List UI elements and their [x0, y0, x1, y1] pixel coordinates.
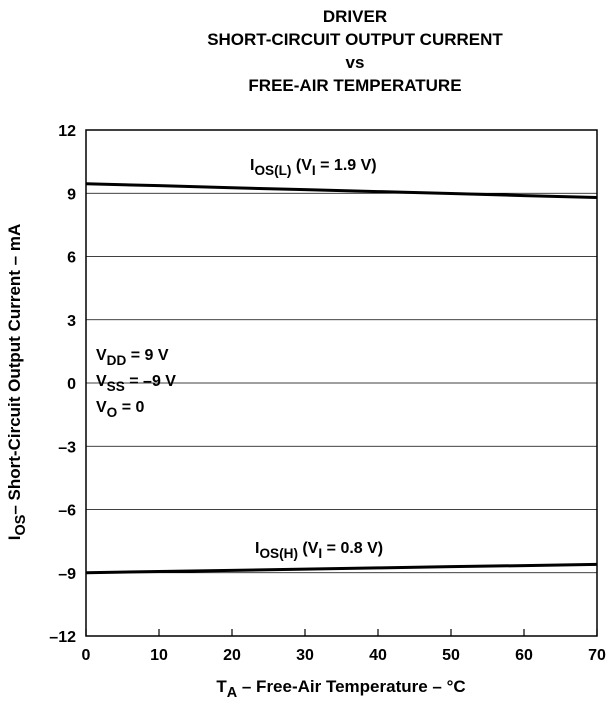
x-tick-label: 30 [296, 647, 314, 664]
annotation-part: DD [107, 353, 127, 368]
annotation: VSS = –9 V [96, 373, 176, 394]
chart-title: vs [346, 53, 365, 72]
y-tick-label: –12 [49, 629, 76, 646]
x-tick-label: 60 [515, 647, 533, 664]
x-tick-label: 40 [369, 647, 387, 664]
y-tick-label: –3 [58, 439, 76, 456]
x-axis-label-part: A [227, 685, 238, 701]
series-label-part: I [312, 163, 316, 178]
series-line [85, 182, 598, 199]
x-axis-label-part: T [216, 677, 227, 696]
annotation: VO = 0 [96, 399, 144, 420]
y-tick-label: 9 [67, 186, 76, 203]
x-tick-label: 20 [223, 647, 241, 664]
x-tick-label: 50 [442, 647, 460, 664]
annotation-part: V [96, 347, 107, 364]
annotation-part: V [96, 399, 107, 416]
series-label-part: OS(H) [259, 546, 298, 561]
chart-title: SHORT-CIRCUIT OUTPUT CURRENT [207, 30, 503, 49]
series-label: IOS(H) (VI = 0.8 V) [255, 540, 383, 561]
annotation-part: O [107, 405, 118, 420]
y-axis-label: IOS– Short-Circuit Output Current – mA [5, 224, 29, 541]
y-axis-label-part: – Short-Circuit Output Current – mA [5, 224, 24, 515]
y-tick-label: 6 [67, 250, 76, 267]
series-label-part: I [250, 157, 254, 174]
y-axis-label-part: I [5, 536, 24, 541]
y-tick-label: 0 [67, 376, 76, 393]
annotation-part: = 9 V [126, 347, 169, 364]
series-label-part: I [255, 540, 259, 557]
series-label-part: OS(L) [254, 163, 291, 178]
plot-frame [85, 129, 598, 637]
x-axis-label: TA – Free-Air Temperature – °C [216, 677, 465, 701]
annotation-part: V [96, 373, 107, 390]
annotation-part: SS [107, 379, 125, 394]
y-axis-label-part: OS [13, 514, 29, 535]
y-tick-label: –6 [58, 503, 76, 520]
series-label: IOS(L) (VI = 1.9 V) [250, 157, 377, 178]
x-tick-label: 0 [82, 647, 91, 664]
y-tick-label: –9 [58, 566, 76, 583]
x-tick-label: 70 [588, 647, 606, 664]
y-tick-label: 3 [67, 313, 76, 330]
series-line [85, 562, 598, 575]
series-label-part: = 0.8 V) [322, 540, 383, 557]
series-label-part: = 1.9 V) [316, 157, 377, 174]
chart-title: FREE-AIR TEMPERATURE [248, 76, 461, 95]
annotation: VDD = 9 V [96, 347, 169, 368]
x-tick-label: 10 [150, 647, 168, 664]
x-axis-label-part: – Free-Air Temperature – °C [237, 677, 466, 696]
annotation-part: = 0 [117, 399, 144, 416]
series-label-part: (V [291, 157, 312, 174]
series-label-part: I [318, 546, 322, 561]
series-label-part: (V [298, 540, 319, 557]
annotation-part: = –9 V [125, 373, 176, 390]
y-tick-label: 12 [58, 123, 76, 140]
chart-title: DRIVER [323, 7, 387, 26]
